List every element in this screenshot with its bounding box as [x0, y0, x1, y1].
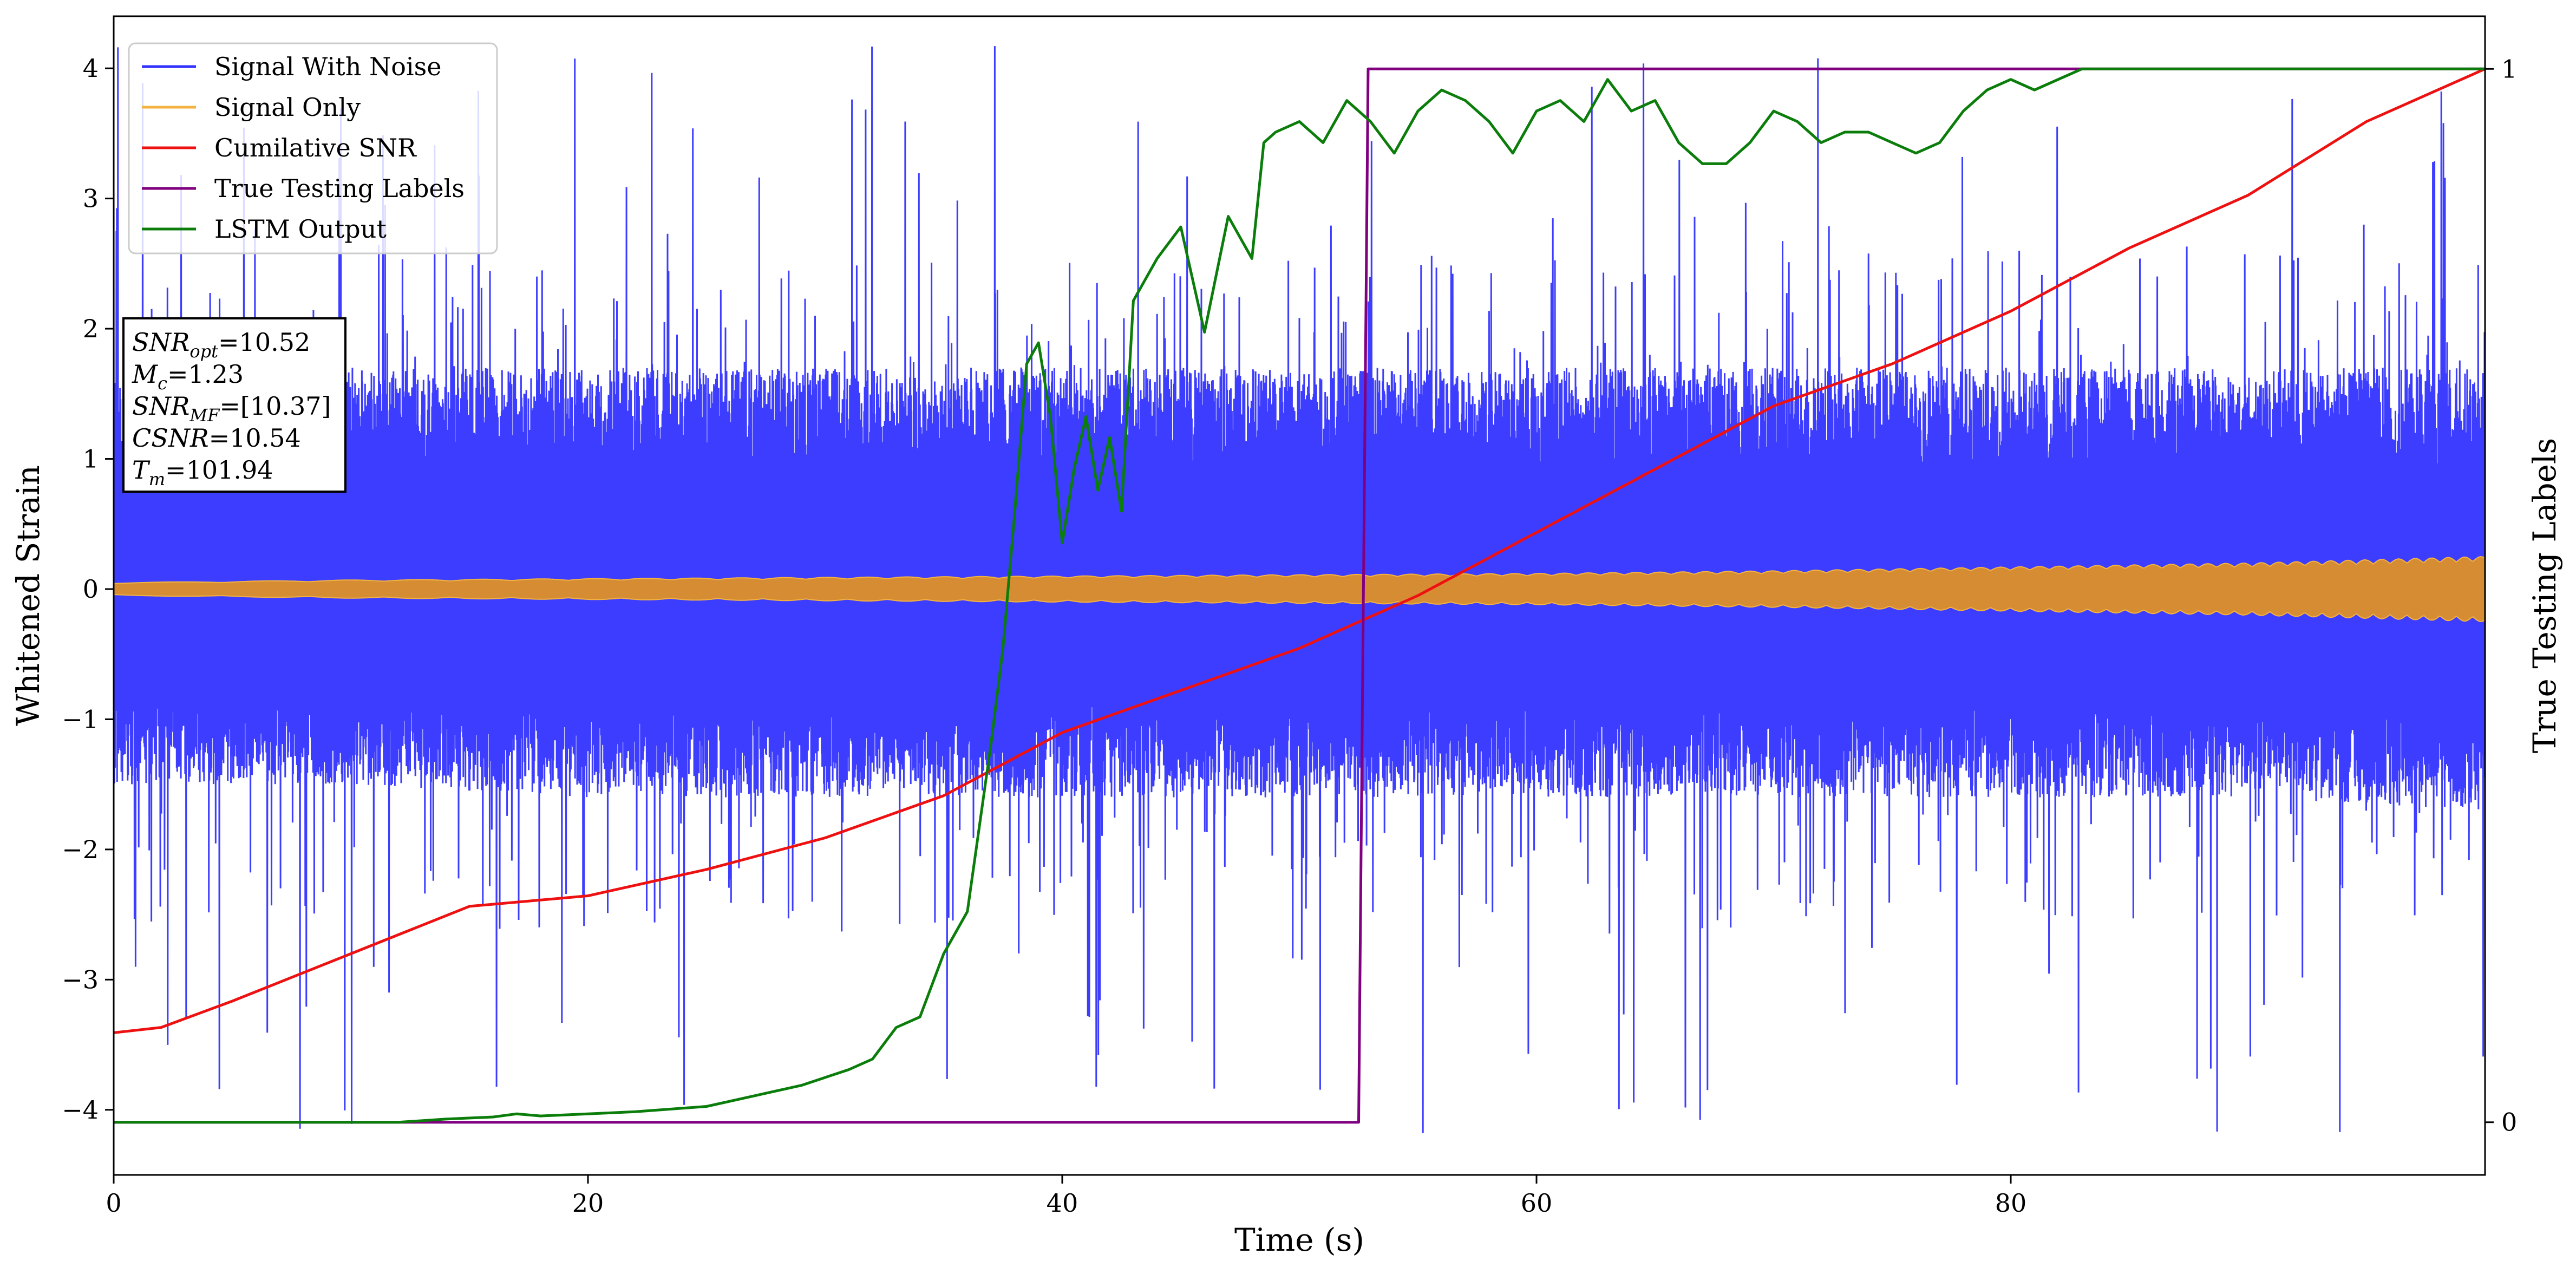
y-left-tick-label: 2 [83, 314, 99, 343]
annotation-line: SNRMF=[10.37] [132, 391, 331, 426]
signal-with-noise-line [114, 46, 2485, 1133]
y-left-tick-label: −4 [62, 1095, 99, 1125]
y-axis-left: −4 −3 −2 −1 0 1 2 3 4 [62, 54, 114, 1125]
cumilative-snr-line [114, 68, 2485, 1034]
annotation-box [122, 317, 346, 493]
plot-area [114, 46, 2485, 1133]
parameter-annotation-box: SNRopt=10.52Mc=1.23SNRMF=[10.37]CSNR=10.… [122, 317, 346, 493]
y-axis-right: 01 [2485, 54, 2517, 1137]
y-left-tick-label: 4 [83, 54, 99, 83]
y-left-tick-label: 0 [83, 574, 99, 604]
true-testing-labels-line [114, 67, 2485, 1124]
y-right-tick-label: 0 [2501, 1108, 2517, 1137]
lstm-output-line [114, 67, 2485, 1124]
x-tick-label: 80 [1995, 1188, 2027, 1218]
y-left-tick-label: −1 [62, 704, 99, 734]
annotation-line: SNRopt=10.52 [132, 328, 310, 362]
x-tick-label: 40 [1047, 1188, 1078, 1218]
y-left-tick-label: 3 [83, 184, 99, 213]
series-signal-with-noise [114, 46, 2485, 1133]
series-cumilative-snr [114, 68, 2485, 1034]
y-left-tick-label: −3 [62, 965, 99, 994]
signal-only-envelope [114, 556, 2485, 622]
legend-label: LSTM Output [214, 214, 387, 244]
legend: Signal With Noise Signal Only Cumilative S… [128, 42, 498, 254]
y-right-tick-label: 1 [2501, 54, 2517, 83]
series-true-testing-labels [114, 67, 2485, 1124]
y-axis-left-label: Whitened Strain [10, 465, 47, 726]
plot-frame [113, 15, 2486, 1176]
y-left-tick-label: −2 [62, 835, 99, 864]
legend-label: Cumilative SNR [214, 133, 417, 162]
legend-label: Signal Only [214, 93, 361, 122]
legend-label: Signal With Noise [214, 52, 441, 81]
y-left-tick-label: 1 [83, 445, 99, 474]
series-lstm-output [114, 67, 2485, 1124]
annotation-line: Mc=1.23 [132, 360, 244, 394]
legend-box [128, 42, 498, 254]
x-tick-label: 20 [572, 1188, 604, 1218]
x-tick-label: 0 [106, 1188, 121, 1218]
series-signal-only [114, 556, 2485, 622]
legend-label: True Testing Labels [214, 174, 465, 203]
x-axis: 0 20 40 60 80 [106, 1175, 2026, 1218]
x-axis-label: Time (s) [1234, 1221, 1364, 1258]
annotation-line: CSNR=10.54 [132, 423, 301, 453]
x-tick-label: 60 [1521, 1188, 1553, 1218]
annotation-line: Tm=101.94 [132, 455, 273, 489]
y-axis-right-label: True Testing Labels [2526, 438, 2563, 753]
